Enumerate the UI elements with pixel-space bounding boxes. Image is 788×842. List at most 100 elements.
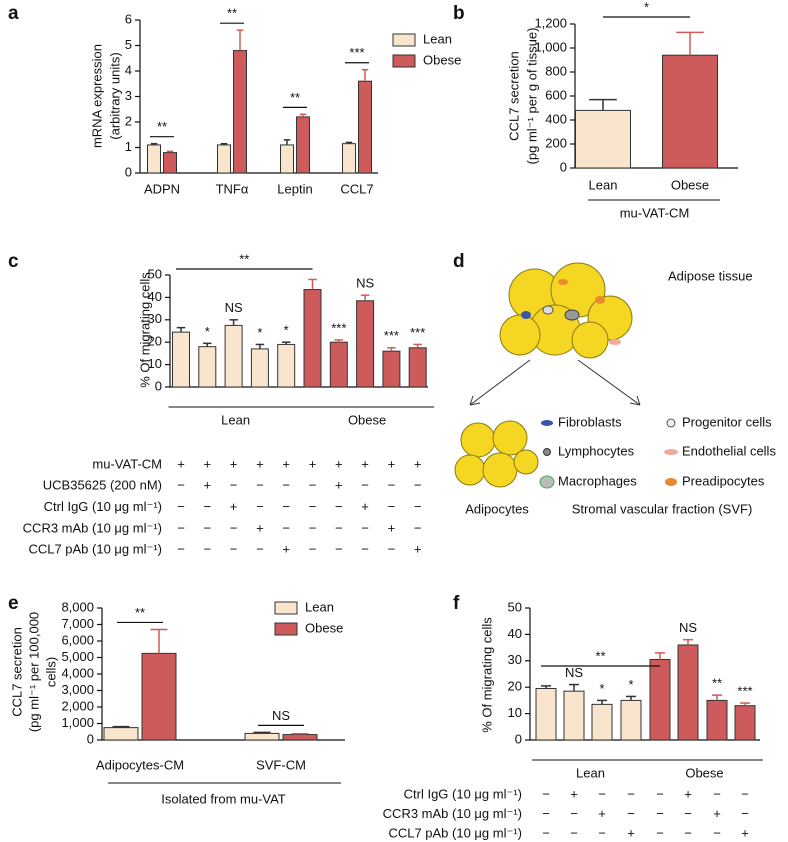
legend-swatch <box>392 54 416 68</box>
bar <box>250 348 269 388</box>
legend-label: Endothelial cells <box>682 443 776 458</box>
condition-sign: − <box>713 825 721 840</box>
bar <box>575 109 631 169</box>
y-tick-label: 30 <box>508 652 522 667</box>
y-tick-label: 8,000 <box>61 599 94 614</box>
condition-sign: − <box>256 499 264 514</box>
bar <box>224 324 243 388</box>
y-tick-label: 4 <box>125 62 132 77</box>
condition-sign: + <box>204 456 212 471</box>
bar <box>734 705 756 741</box>
significance-label: ** <box>135 605 145 620</box>
condition-sign: − <box>335 542 343 557</box>
condition-sign: − <box>230 478 238 493</box>
y-tick-label: 200 <box>545 135 567 150</box>
x-tick-label: Leptin <box>277 181 312 196</box>
condition-sign: + <box>414 456 422 471</box>
condition-sign: + <box>177 456 185 471</box>
bar <box>382 350 401 388</box>
condition-sign: + <box>256 456 264 471</box>
x-tick-label: CCL7 <box>340 181 373 196</box>
condition-sign: − <box>741 786 749 801</box>
condition-label: Ctrl IgG (10 μg ml⁻¹) <box>44 499 162 514</box>
svf-cells <box>521 279 621 345</box>
significance-label: ** <box>227 6 237 21</box>
y-tick-label: 400 <box>545 111 567 126</box>
significance-label: ** <box>595 648 605 663</box>
y-tick-label: 7,000 <box>61 616 94 631</box>
icon <box>664 449 678 455</box>
legend-swatch <box>274 601 298 615</box>
icon <box>541 420 553 426</box>
condition-sign: − <box>309 520 317 535</box>
condition-sign: − <box>570 825 578 840</box>
legend-label: Macrophages <box>558 473 637 488</box>
legend-label: Fibroblasts <box>558 414 622 429</box>
y-tick-label: 50 <box>508 599 522 614</box>
condition-label: CCR3 mAb (10 μg ml⁻¹) <box>383 806 522 821</box>
condition-sign: − <box>388 478 396 493</box>
x-tick-label: ADPN <box>144 181 180 196</box>
y-tick-label: 6 <box>125 11 132 26</box>
group-label: Lean <box>221 412 250 427</box>
bar <box>103 727 139 741</box>
significance-label: NS <box>356 276 374 291</box>
legend-label: Lean <box>423 31 452 46</box>
condition-sign: + <box>713 806 721 821</box>
condition-sign: − <box>684 806 692 821</box>
condition-sign: + <box>282 542 290 557</box>
y-tick-label: 40 <box>508 626 522 641</box>
condition-sign: + <box>388 520 396 535</box>
condition-sign: + <box>627 825 635 840</box>
y-tick-label: 10 <box>148 356 162 371</box>
condition-sign: − <box>388 542 396 557</box>
y-tick-label: 50 <box>148 266 162 281</box>
bar <box>662 54 718 169</box>
bar <box>563 690 585 741</box>
x-tick-label: Lean <box>589 177 618 192</box>
x-tick-label: SVF-CM <box>256 757 306 772</box>
significance-label: *** <box>331 320 346 335</box>
condition-sign: − <box>335 499 343 514</box>
condition-sign: − <box>282 520 290 535</box>
y-tick-label: 10 <box>508 705 522 720</box>
condition-label: CCR3 mAb (10 μg ml⁻¹) <box>23 520 162 535</box>
condition-sign: + <box>256 520 264 535</box>
condition-sign: + <box>414 542 422 557</box>
significance-label: NS <box>272 708 290 723</box>
condition-sign: + <box>598 806 606 821</box>
significance-label: * <box>599 681 604 696</box>
significance-label: ** <box>239 251 249 266</box>
y-axis-label: mRNA expression <box>89 44 104 148</box>
bar <box>356 300 375 388</box>
bar <box>649 658 671 741</box>
group-label: Isolated from mu-VAT <box>161 791 286 806</box>
condition-sign: − <box>598 825 606 840</box>
condition-sign: − <box>309 478 317 493</box>
condition-sign: − <box>414 499 422 514</box>
condition-sign: + <box>388 456 396 471</box>
significance-label: *** <box>349 45 364 60</box>
condition-sign: − <box>656 786 664 801</box>
condition-label: UCB35625 (200 nM) <box>43 478 162 493</box>
y-tick-label: 5,000 <box>61 649 94 664</box>
condition-sign: − <box>656 806 664 821</box>
group-label: Obese <box>685 765 723 780</box>
significance-label: *** <box>410 325 425 340</box>
bar <box>163 152 177 174</box>
significance-label: * <box>257 325 262 340</box>
x-tick-label: TNFα <box>216 181 249 196</box>
icon <box>665 478 677 486</box>
condition-sign: − <box>282 478 290 493</box>
significance-label: NS <box>565 665 583 680</box>
bar <box>677 644 699 741</box>
condition-sign: − <box>309 499 317 514</box>
bar <box>706 699 728 741</box>
condition-sign: − <box>741 806 749 821</box>
condition-sign: − <box>656 825 664 840</box>
panel-letter: f <box>453 593 460 614</box>
legend-label: Lymphocytes <box>558 443 635 458</box>
y-tick-label: 40 <box>148 289 162 304</box>
significance-label: ** <box>712 676 722 691</box>
x-tick-label: Adipocytes-CM <box>96 757 184 772</box>
